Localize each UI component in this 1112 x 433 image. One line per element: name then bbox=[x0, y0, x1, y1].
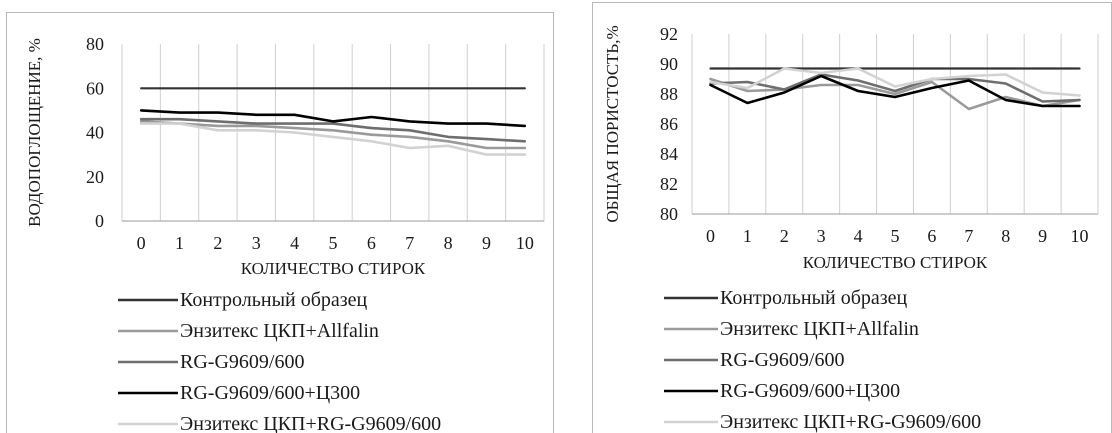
y-tick-label: 80 bbox=[86, 34, 104, 54]
x-tick-label: 0 bbox=[706, 226, 715, 246]
x-tick-label: 4 bbox=[854, 226, 863, 246]
series-line-rg-g9609-c300 bbox=[139, 109, 527, 128]
series-line-rg-g9609 bbox=[139, 117, 527, 143]
legend-item-rg-g9609: RG-G9609/600 bbox=[664, 349, 844, 371]
legend-label: RG-G9609/600+Ц300 bbox=[720, 380, 900, 402]
legend-item-enzitex-allfalin: Энзитекс ЦКП+Allfalin bbox=[118, 320, 379, 342]
legend-item-rg-g9609-c300: RG-G9609/600+Ц300 bbox=[664, 380, 900, 402]
legend-label: Энзитекс ЦКП+RG-G9609/600 bbox=[720, 411, 981, 433]
chart-panel-water-absorption: 0 20 40 60 80 0 1 2 3 4 5 6 7 8 9 10 КОЛИЧЕСТВО СТИРОК ВО… bbox=[0, 0, 562, 433]
chart-frame bbox=[6, 12, 554, 433]
legend-label: Контрольный образец bbox=[180, 289, 368, 311]
x-tick-label: 10 bbox=[1071, 226, 1089, 246]
y-tick-label: 0 bbox=[95, 211, 104, 231]
x-tick-label: 9 bbox=[482, 233, 491, 253]
legend-label: RG-G9609/600 bbox=[180, 351, 304, 373]
x-tick-label: 7 bbox=[405, 233, 414, 253]
x-tick-label: 7 bbox=[964, 226, 973, 246]
legend-item-control: Контрольный образец bbox=[664, 287, 908, 309]
y-tick-label: 92 bbox=[660, 24, 678, 44]
y-axis-title: ОБЩАЯ ПОРИСТОСТЬ,% bbox=[603, 25, 622, 222]
series-line-rg-g9609 bbox=[709, 73, 1081, 103]
y-tick-label: 80 bbox=[660, 204, 678, 224]
x-tick-label: 1 bbox=[175, 233, 184, 253]
legend-label: Энзитекс ЦКП+RG-G9609/600 bbox=[180, 413, 441, 433]
x-axis-title: КОЛИЧЕСТВО СТИРОК bbox=[241, 259, 426, 278]
x-tick-label: 1 bbox=[743, 226, 752, 246]
legend-label: RG-G9609/600 bbox=[720, 349, 844, 371]
legend-item-rg-g9609-c300: RG-G9609/600+Ц300 bbox=[118, 382, 360, 404]
series-line-rg-g9609-c300 bbox=[709, 74, 1081, 108]
y-tick-label: 88 bbox=[660, 84, 678, 104]
x-axis-title: КОЛИЧЕСТВО СТИРОК bbox=[803, 253, 988, 272]
legend-label: Контрольный образец bbox=[720, 287, 908, 309]
x-tick-label: 8 bbox=[444, 233, 453, 253]
x-tick-label: 2 bbox=[780, 226, 789, 246]
x-tick-label: 0 bbox=[137, 233, 146, 253]
y-tick-label: 84 bbox=[660, 144, 678, 164]
series-line-enzitex-allfalin bbox=[709, 77, 1081, 111]
series-line-enzitex-allfalin bbox=[139, 120, 527, 150]
series-line-enzitex-rg-g9609 bbox=[709, 67, 1081, 97]
water-absorption-chart: 0 20 40 60 80 0 1 2 3 4 5 6 7 8 9 10 КОЛИЧЕСТВО СТИРОК ВО… bbox=[25, 34, 545, 433]
y-tick-label: 60 bbox=[86, 78, 104, 98]
porosity-chart: 80 82 84 86 88 90 92 0 1 2 3 4 5 6 7 8 9 10 КОЛИЧЕСТВО СТИ… bbox=[603, 24, 1099, 433]
x-tick-label: 2 bbox=[213, 233, 222, 253]
legend-item-control: Контрольный образец bbox=[118, 289, 368, 311]
x-tick-label: 5 bbox=[891, 226, 900, 246]
y-tick-label: 40 bbox=[86, 123, 104, 143]
y-tick-label: 86 bbox=[660, 114, 678, 134]
y-tick-label: 82 bbox=[660, 174, 678, 194]
x-tick-label: 6 bbox=[367, 233, 376, 253]
legend-item-rg-g9609: RG-G9609/600 bbox=[118, 351, 304, 373]
x-tick-label: 3 bbox=[817, 226, 826, 246]
legend-label: Энзитекс ЦКП+Allfalin bbox=[720, 318, 919, 340]
x-tick-label: 9 bbox=[1038, 226, 1047, 246]
chart-panel-porosity: 80 82 84 86 88 90 92 0 1 2 3 4 5 6 7 8 9 10 КОЛИЧЕСТВО СТИ… bbox=[592, 0, 1112, 433]
x-tick-label: 3 bbox=[252, 233, 261, 253]
legend-label: Энзитекс ЦКП+Allfalin bbox=[180, 320, 379, 342]
legend-label: RG-G9609/600+Ц300 bbox=[180, 382, 360, 404]
x-tick-label: 4 bbox=[290, 233, 299, 253]
y-tick-label: 20 bbox=[86, 167, 104, 187]
y-axis-title: ВОДОПОГЛОЩЕНИЕ, % bbox=[25, 38, 44, 227]
legend-item-enzitex-allfalin: Энзитекс ЦКП+Allfalin bbox=[664, 318, 919, 340]
x-tick-label: 10 bbox=[516, 233, 534, 253]
x-tick-label: 8 bbox=[1001, 226, 1010, 246]
x-tick-label: 6 bbox=[927, 226, 936, 246]
x-tick-label: 5 bbox=[329, 233, 338, 253]
series-line-enzitex-rg-g9609 bbox=[139, 122, 527, 156]
y-tick-label: 90 bbox=[660, 54, 678, 74]
